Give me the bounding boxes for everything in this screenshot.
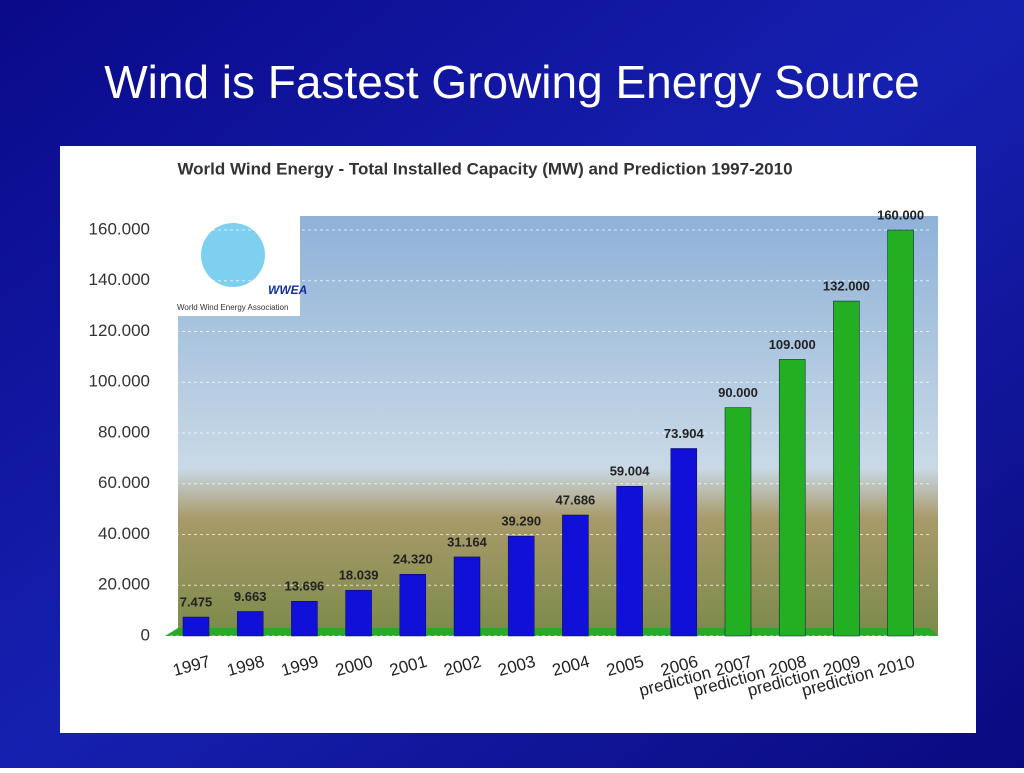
value-label: 109.000: [769, 337, 816, 352]
bar: [833, 300, 860, 637]
value-label: 39.290: [501, 514, 541, 529]
y-tick-label: 20.000: [98, 575, 150, 594]
y-tick-label: 80.000: [98, 422, 150, 441]
value-label: 13.696: [285, 579, 325, 594]
bar: [507, 536, 535, 637]
value-label: 47.686: [556, 492, 596, 507]
bar: [399, 574, 427, 637]
bar: [616, 486, 643, 637]
value-label: 31.164: [447, 534, 488, 549]
bar: [778, 359, 806, 637]
value-label: 132.000: [823, 278, 870, 293]
bar: [670, 448, 698, 637]
value-label: 160.000: [877, 207, 924, 222]
bar: [291, 600, 318, 637]
y-tick-label: 40.000: [98, 524, 150, 543]
logo-name: WWEA: [268, 283, 307, 297]
y-tick-label: 60.000: [98, 473, 150, 492]
bar: [887, 229, 914, 637]
y-tick-label: 100.000: [89, 372, 150, 391]
value-label: 59.004: [610, 464, 651, 479]
value-label: 7.475: [180, 594, 213, 609]
bar: [453, 556, 481, 637]
logo-caption: World Wind Energy Association: [177, 303, 288, 312]
value-label: 24.320: [393, 552, 433, 567]
value-label: 73.904: [664, 426, 705, 441]
floor: [165, 628, 938, 636]
value-label: 90.000: [718, 385, 758, 400]
bar: [345, 589, 372, 637]
slide-title: Wind is Fastest Growing Energy Source: [104, 56, 920, 108]
value-label: 9.663: [234, 589, 267, 604]
bar: [182, 616, 210, 637]
bar: [236, 611, 264, 637]
y-tick-label: 140.000: [89, 270, 150, 289]
chart-title: World Wind Energy - Total Installed Capa…: [177, 159, 792, 178]
value-label: 18.039: [339, 568, 379, 583]
y-tick-label: 0: [141, 625, 150, 644]
y-tick-label: 120.000: [89, 321, 150, 340]
y-tick-label: 160.000: [89, 219, 150, 238]
bar: [562, 514, 589, 637]
bar: [724, 407, 752, 637]
plot-background: [178, 216, 938, 636]
logo-icon: [201, 223, 265, 287]
